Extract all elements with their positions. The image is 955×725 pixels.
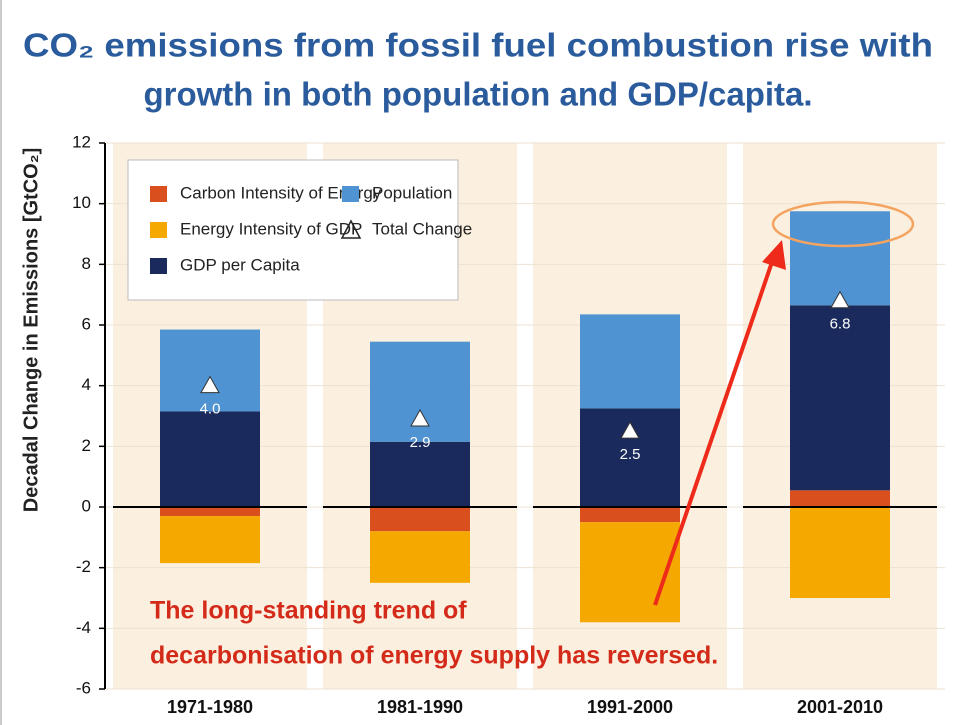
legend-box [127,159,459,301]
bar-segment [160,329,260,412]
x-tick-label: 1971-1980 [167,697,253,717]
chart-title: growth in both population and GDP/capita… [143,76,812,113]
legend-label: GDP per Capita [180,255,300,274]
total-marker [620,421,640,439]
x-tick-label: 1981-1990 [377,697,463,717]
y-tick-label: -4 [76,618,91,637]
annotation: decarbonisation of energy supply has rev… [150,642,718,670]
legend-swatch [150,222,167,238]
total-marker [200,375,220,394]
bar-segment [580,507,680,523]
bar-segment [580,314,680,409]
value-label: 2.5 [620,446,641,463]
bar-segment [790,507,890,598]
x-tick-label: 1991-2000 [587,697,673,717]
bar-segment [160,516,260,564]
y-tick-label: -6 [76,678,91,697]
bar-segment [370,507,470,532]
y-tick-label: 12 [72,132,91,151]
chart-title: CO₂ emissions from fossil fuel combustio… [23,27,933,64]
arrow-line [653,261,774,606]
legend-swatch [340,219,362,239]
x-tick-label: 2001-2010 [797,697,883,717]
bar-segment [370,441,470,507]
total-marker [830,290,850,309]
bar-segment [160,411,260,507]
annotation-layer: The long-standing trend of decarbonisati… [150,200,915,670]
legend-swatch [342,186,359,202]
y-tick-label: -2 [76,557,91,576]
arrow-head [762,240,786,270]
y-tick-label: 6 [82,314,91,333]
y-tick-label: 10 [72,193,91,212]
legend-swatch [150,186,167,202]
value-label: 4.0 [200,401,221,418]
annotation: The long-standing trend of [150,597,467,625]
legend-label: Total Change [372,219,472,238]
bar-segment [160,507,260,517]
legend-swatch [150,258,167,274]
bar-segment [790,490,890,507]
y-tick-label: 0 [82,496,91,515]
y-tick-label: 8 [82,254,91,273]
bar-segment [790,305,890,491]
total-marker [410,409,430,427]
y-axis-label: Decadal Change in Emissions [GtCO₂] [20,148,42,513]
bar-segment [370,531,470,583]
bar-segment [790,211,890,306]
y-tick-label: 4 [82,375,91,394]
legend-label: Population [372,183,452,202]
value-label: 2.9 [410,434,431,451]
plot: -6 -4 -2 0 2 4 6 8 10 12 1971-1980 1981-1990 1991-20… [72,132,937,717]
value-label: 6.8 [830,316,851,333]
highlight-ellipse [771,200,915,248]
bar-segment [370,341,470,442]
legend-label: Energy Intensity of GDP [180,219,362,238]
y-tick-label: 2 [82,436,91,455]
legend-label: Carbon Intensity of Energy [180,183,382,202]
bar-segment [580,522,680,623]
